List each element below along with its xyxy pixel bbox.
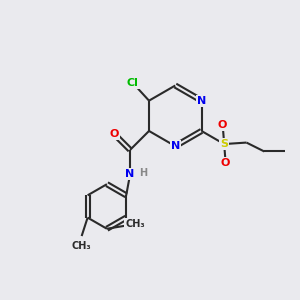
Text: CH₃: CH₃ [125,219,145,229]
Text: O: O [218,120,227,130]
Text: N: N [125,169,135,179]
Text: O: O [110,129,119,139]
Text: N: N [197,96,206,106]
Text: O: O [221,158,230,168]
Text: CH₃: CH₃ [72,241,92,250]
Text: Cl: Cl [127,78,139,88]
Text: H: H [140,168,148,178]
Text: N: N [171,141,180,151]
Text: S: S [220,139,228,149]
